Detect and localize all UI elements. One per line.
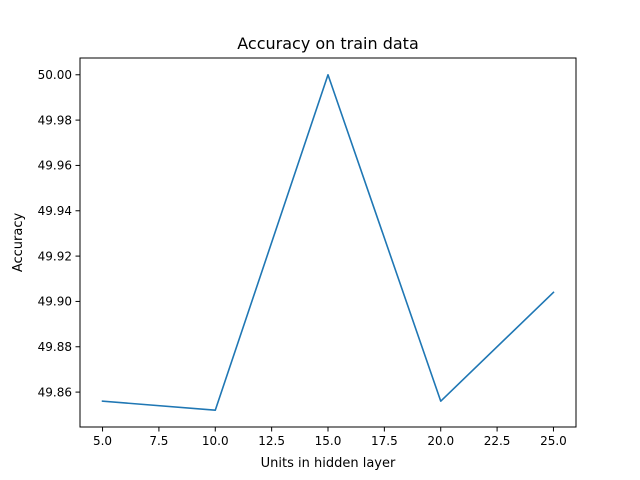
x-tick-label: 15.0: [315, 434, 342, 448]
x-tick-label: 25.0: [540, 434, 567, 448]
y-tick-label: 49.92: [38, 249, 72, 263]
x-axis-ticks: 5.0 7.5 10.0 12.5 15.0 17.5 20.0 22.5 25.0: [93, 427, 567, 448]
x-tick-label: 10.0: [202, 434, 229, 448]
y-tick-label: 50.00: [38, 68, 72, 82]
series-group: [101, 73, 555, 412]
y-tick-label: 49.86: [38, 385, 72, 399]
x-tick-label: 5.0: [93, 434, 112, 448]
y-tick-label: 49.96: [38, 159, 72, 173]
y-tick-label: 49.88: [38, 340, 72, 354]
x-tick-label: 17.5: [371, 434, 398, 448]
x-tick-label: 22.5: [484, 434, 511, 448]
plot-frame: [79, 57, 577, 428]
y-tick-label: 49.94: [38, 204, 72, 218]
x-tick-label: 7.5: [149, 434, 168, 448]
plot-area: 5.0 7.5 10.0 12.5 15.0 17.5 20.0 22.5 25.0 49.86…: [38, 57, 577, 448]
x-axis-label: Units in hidden layer: [261, 456, 396, 471]
series-line-accuracy: [101, 73, 555, 412]
x-tick-label: 12.5: [258, 434, 285, 448]
x-tick-label: 20.0: [427, 434, 454, 448]
y-tick-label: 49.98: [38, 113, 72, 127]
y-axis-label: Accuracy: [11, 213, 26, 273]
y-tick-label: 49.90: [38, 295, 72, 309]
y-axis-ticks: 49.86 49.88 49.90 49.92 49.94 49.96 49.98 50.00: [38, 68, 80, 399]
chart-title: Accuracy on train data: [237, 34, 419, 53]
